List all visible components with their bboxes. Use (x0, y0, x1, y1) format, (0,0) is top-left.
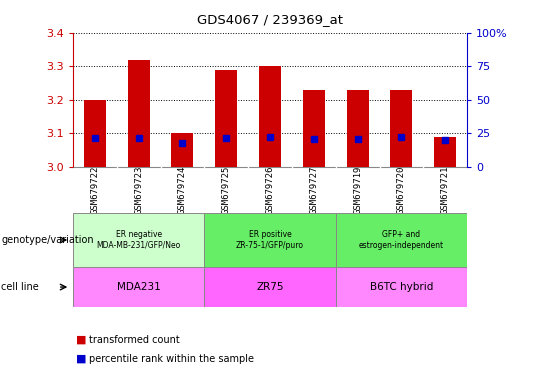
Bar (73, 213, 204, 267)
Text: genotype/variation: genotype/variation (1, 235, 94, 245)
Text: GSM679719: GSM679719 (353, 166, 362, 214)
Bar (73, 267, 204, 307)
Bar (215, 70, 237, 167)
Bar (204, 213, 336, 267)
Bar (303, 90, 325, 167)
Text: transformed count: transformed count (89, 335, 180, 345)
Bar (84, 100, 106, 167)
Text: B6TC hybrid: B6TC hybrid (370, 282, 433, 292)
Bar (347, 90, 368, 167)
Text: GSM679726: GSM679726 (266, 166, 274, 214)
Text: GFP+ and
estrogen-independent: GFP+ and estrogen-independent (359, 230, 444, 250)
Text: ZR75: ZR75 (256, 282, 284, 292)
Bar (127, 60, 150, 167)
Bar (336, 213, 467, 267)
Text: cell line: cell line (1, 282, 39, 292)
Text: MDA231: MDA231 (117, 282, 160, 292)
Text: GSM679727: GSM679727 (309, 166, 318, 214)
Text: percentile rank within the sample: percentile rank within the sample (89, 354, 254, 364)
Bar (390, 90, 413, 167)
Text: ■: ■ (76, 354, 86, 364)
Text: ER positive
ZR-75-1/GFP/puro: ER positive ZR-75-1/GFP/puro (236, 230, 304, 250)
Bar (259, 66, 281, 167)
Text: GSM679724: GSM679724 (178, 166, 187, 214)
Text: ■: ■ (76, 335, 86, 345)
Bar (434, 137, 456, 167)
Bar (204, 267, 336, 307)
Text: GSM679725: GSM679725 (222, 166, 231, 214)
Text: GSM679720: GSM679720 (397, 166, 406, 214)
Text: GSM679722: GSM679722 (90, 166, 99, 214)
Text: ER negative
MDA-MB-231/GFP/Neo: ER negative MDA-MB-231/GFP/Neo (97, 230, 181, 250)
Bar (172, 133, 193, 167)
Bar (336, 267, 467, 307)
Text: GSM679721: GSM679721 (441, 166, 450, 214)
Text: GSM679723: GSM679723 (134, 166, 143, 214)
Text: GDS4067 / 239369_at: GDS4067 / 239369_at (197, 13, 343, 26)
